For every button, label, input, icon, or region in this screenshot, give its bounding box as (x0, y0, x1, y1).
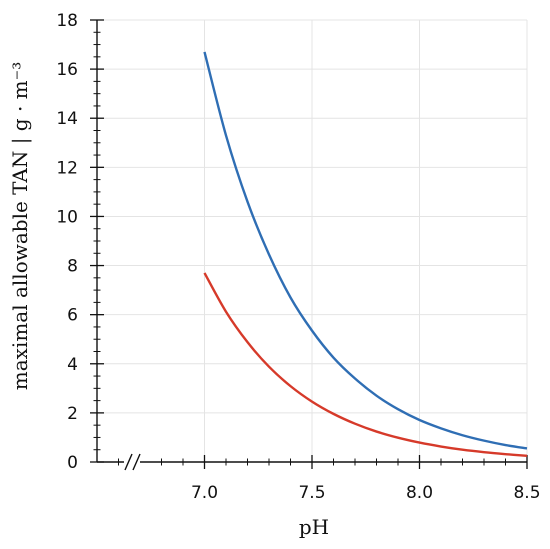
x-tick-label: 7.5 (298, 483, 325, 503)
x-tick-label: 8.5 (513, 483, 540, 503)
y-tick-label: 0 (67, 453, 78, 473)
y-tick-label: 18 (56, 11, 78, 31)
series-line-2 (203, 272, 528, 458)
y-tick-label: 14 (56, 109, 78, 129)
tick-labels: 0 2 4 6 8 10 12 14 16 18 7.0 7.5 8.0 8.5 (56, 11, 540, 503)
grid (97, 19, 528, 462)
axis-break-mark (124, 453, 133, 471)
axis-break-mark (132, 453, 141, 471)
x-tick-label: 8.0 (406, 483, 433, 503)
y-tick-label: 16 (56, 60, 78, 80)
y-axis-title: maximal allowable TAN | g · m⁻³ (8, 62, 33, 390)
y-tick-label: 4 (67, 355, 78, 375)
series-layer (203, 51, 528, 458)
y-tick-label: 6 (67, 306, 78, 326)
axes (90, 19, 528, 471)
y-tick-label: 2 (67, 404, 78, 424)
y-tick-label: 8 (67, 257, 78, 277)
x-axis-title: pH (299, 515, 329, 539)
y-tick-label: 12 (56, 158, 78, 178)
x-tick-label: 7.0 (191, 483, 218, 503)
y-tick-label: 10 (56, 207, 78, 227)
series-line-1 (203, 51, 528, 450)
